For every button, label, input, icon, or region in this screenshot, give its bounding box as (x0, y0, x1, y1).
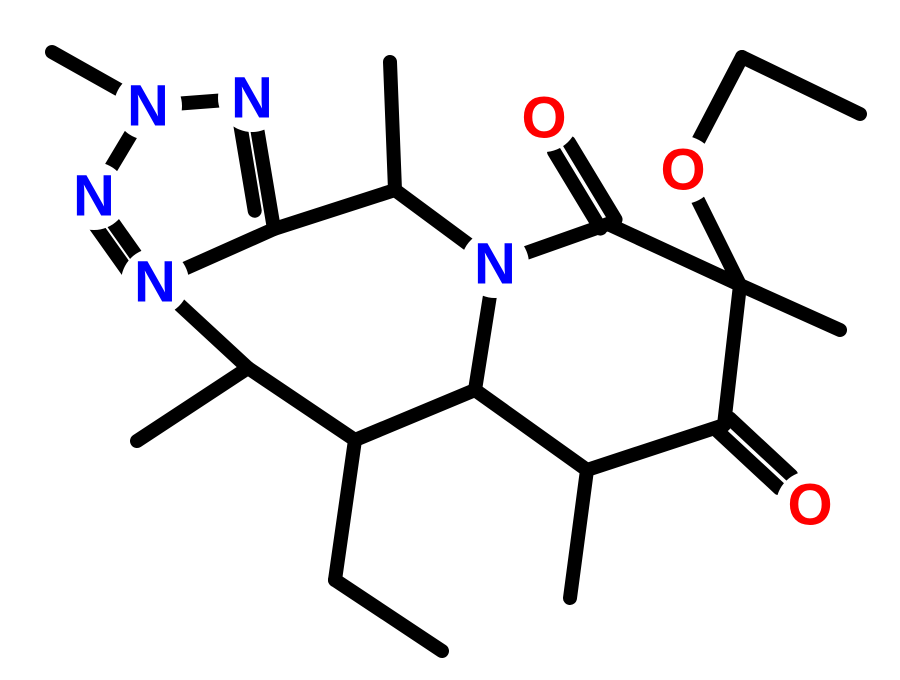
o-atom-label: O (660, 138, 705, 203)
n-atom-label: N (127, 74, 169, 139)
n-atom-label: N (73, 164, 115, 229)
chemical-structure-diagram: NNNNNOOO (0, 0, 900, 680)
atom-halo-layer (60, 64, 844, 539)
atom-label-layer: NNNNNOOO (73, 66, 833, 538)
n-atom-label: N (231, 66, 273, 131)
o-atom-label: O (787, 473, 832, 538)
bond-layer (52, 52, 860, 651)
o-atom-label: O (521, 86, 566, 151)
n-atom-label: N (134, 250, 176, 315)
n-atom-label: N (474, 232, 516, 297)
